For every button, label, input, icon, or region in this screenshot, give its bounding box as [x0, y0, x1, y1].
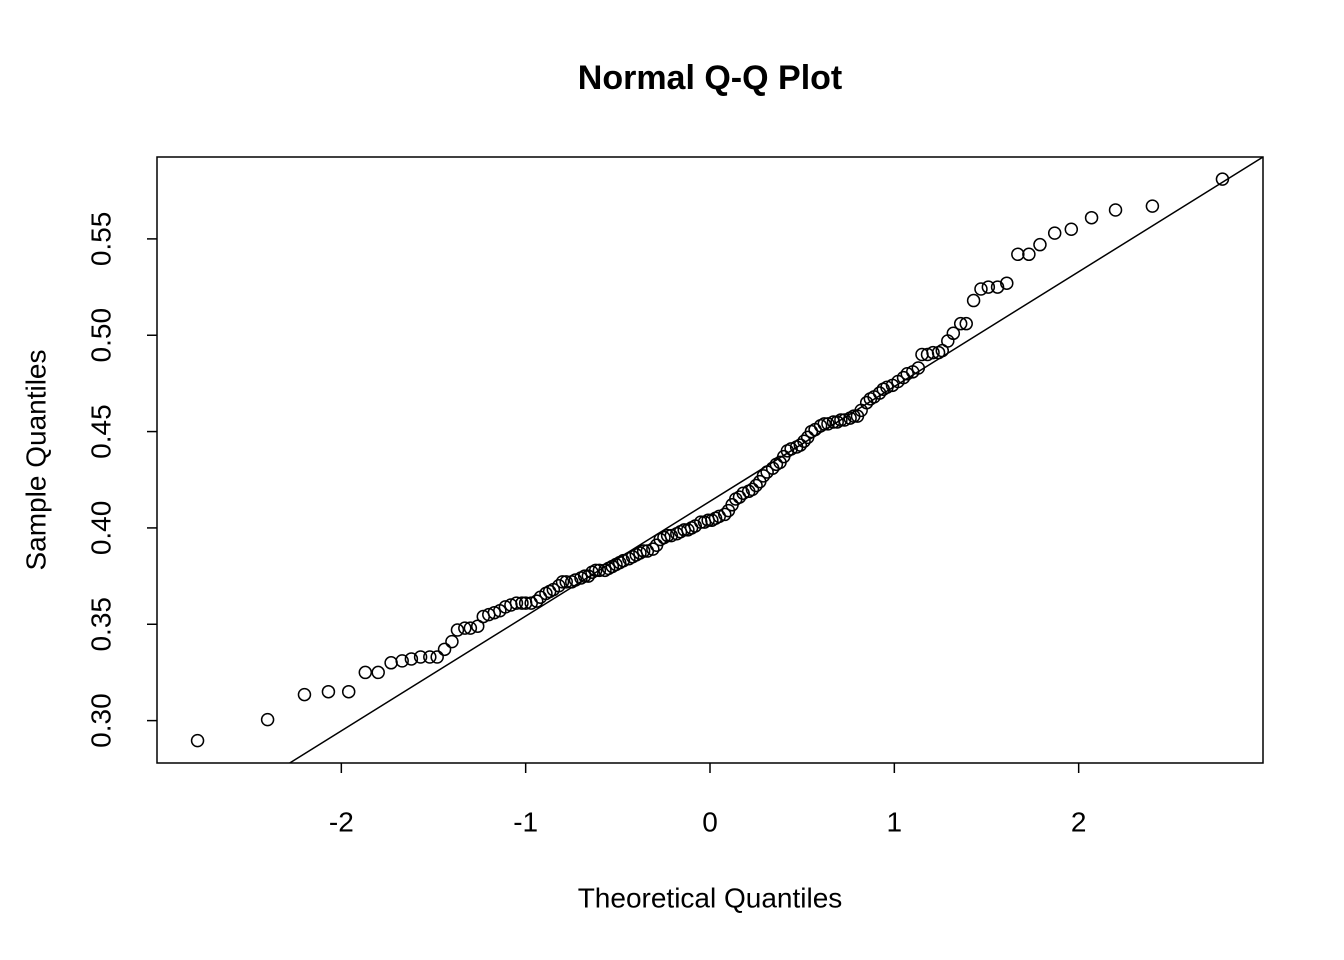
point	[463, 621, 478, 635]
point	[717, 507, 732, 522]
point	[1033, 237, 1047, 252]
point	[321, 684, 336, 699]
point	[966, 293, 981, 308]
point	[450, 623, 465, 637]
point	[736, 486, 750, 500]
point	[745, 482, 760, 497]
point	[834, 413, 848, 427]
point	[900, 367, 914, 381]
y-tick-label: 0.35	[85, 597, 116, 652]
x-tick-label: 0	[702, 806, 718, 837]
point	[1084, 210, 1099, 225]
point	[664, 528, 679, 543]
point	[981, 280, 996, 294]
y-tick-label: 0.55	[85, 212, 116, 267]
point	[487, 605, 502, 620]
point	[797, 434, 811, 448]
point	[260, 712, 275, 727]
x-tick-label: 1	[887, 806, 903, 837]
point	[749, 478, 763, 493]
point	[559, 575, 573, 589]
point	[946, 326, 961, 341]
point	[371, 665, 385, 680]
reference-line	[289, 157, 1263, 763]
point	[588, 563, 603, 578]
point	[437, 642, 452, 657]
point	[1064, 222, 1079, 237]
x-axis-title: Theoretical Quantiles	[578, 882, 843, 913]
point	[509, 596, 524, 610]
point	[784, 442, 798, 456]
point	[636, 544, 651, 558]
point	[341, 684, 356, 699]
plot-area	[190, 157, 1263, 763]
point	[552, 578, 566, 593]
point	[1022, 247, 1036, 262]
point	[358, 665, 373, 680]
point	[413, 650, 428, 664]
point	[646, 542, 660, 556]
point	[990, 280, 1005, 294]
point	[445, 634, 459, 649]
point	[1000, 276, 1014, 290]
point	[515, 596, 529, 610]
point	[555, 575, 570, 589]
point	[974, 282, 988, 296]
y-tick-label: 0.40	[85, 501, 116, 556]
point	[529, 594, 544, 608]
point	[190, 733, 205, 748]
x-tick-label: 2	[1071, 806, 1087, 837]
point	[793, 438, 808, 452]
point	[756, 469, 771, 483]
point	[592, 563, 607, 578]
point	[395, 654, 409, 668]
y-tick-label: 0.50	[85, 308, 116, 363]
point	[837, 413, 852, 427]
point	[458, 621, 472, 635]
y-axis-title: Sample Quantiles	[20, 349, 51, 570]
point	[404, 652, 419, 666]
x-tick-label: -2	[329, 806, 354, 837]
x-tick-label: -1	[513, 806, 538, 837]
point	[1047, 226, 1062, 240]
point	[423, 650, 437, 664]
point	[926, 345, 940, 360]
point	[1011, 247, 1025, 262]
chart-title: Normal Q-Q Plot	[578, 59, 842, 97]
point	[660, 528, 675, 543]
point	[959, 316, 973, 331]
y-tick-label: 0.30	[85, 693, 116, 748]
point	[430, 650, 444, 664]
point	[1145, 199, 1160, 213]
point	[953, 316, 968, 331]
point	[297, 687, 312, 702]
point	[1108, 203, 1123, 217]
y-tick-label: 0.45	[85, 404, 116, 459]
